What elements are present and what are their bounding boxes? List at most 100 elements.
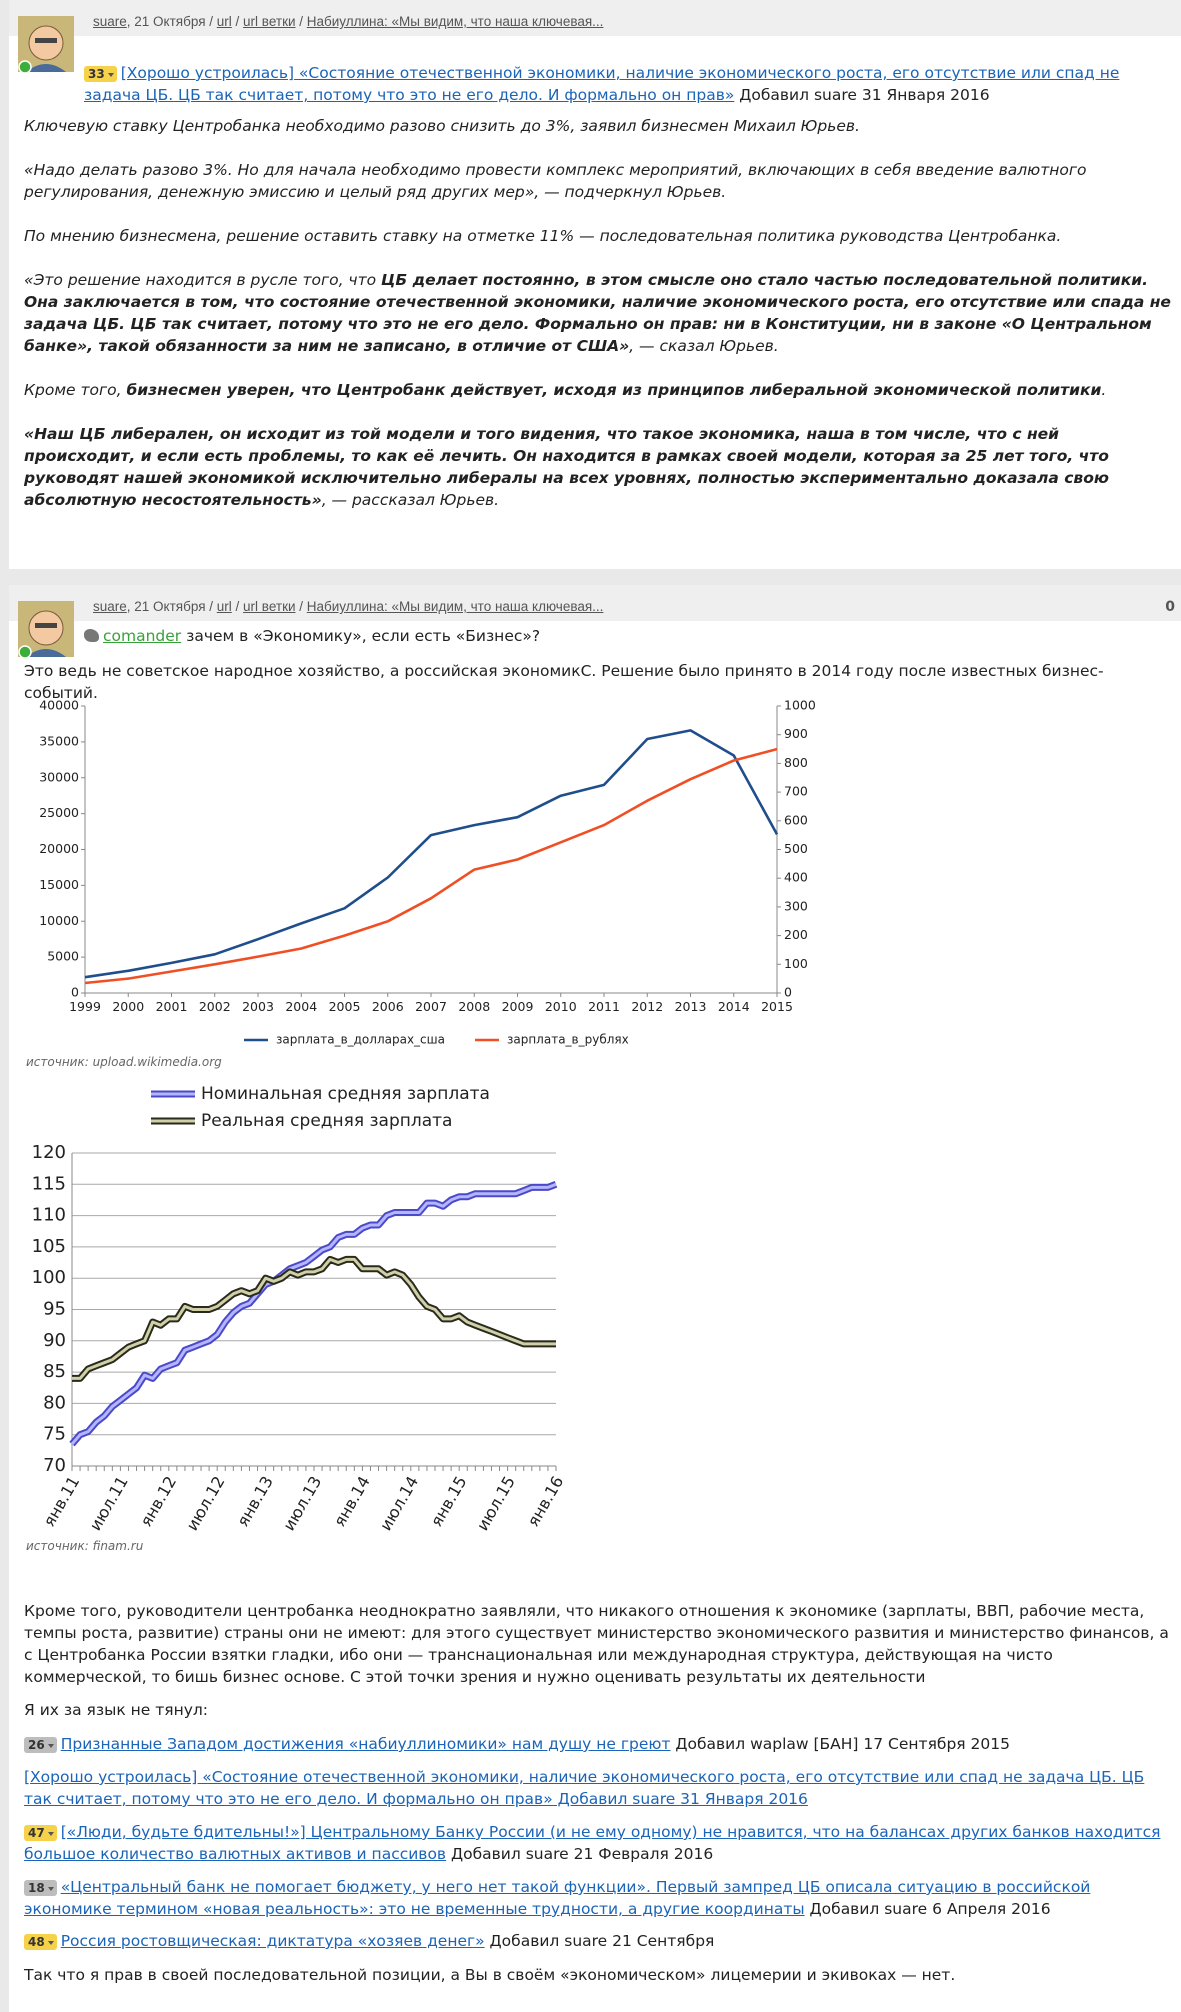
quote-line: comander зачем в «Экономику», если есть … [84, 625, 1174, 647]
x-tick-label: 2010 [545, 999, 577, 1014]
text: Кроме того, [24, 381, 127, 399]
y-tick-label: 100 [32, 1267, 66, 1288]
y-tick-label: 85 [43, 1361, 66, 1382]
x-tick-label: 2003 [242, 999, 274, 1014]
x-tick-label: янв.14 [330, 1473, 374, 1530]
text: зачем в «Экономику», если есть «Бизнес»? [181, 627, 541, 645]
text: / [231, 599, 244, 614]
x-tick-label: янв.12 [136, 1473, 180, 1530]
paragraph: «Надо делать разово 3%. Но для начала не… [24, 159, 1174, 203]
score-badge[interactable]: 26 [24, 1737, 57, 1753]
text: По мнению бизнесмена, решение оставить с… [24, 227, 1062, 245]
y-tick-label: 15000 [39, 877, 79, 892]
text: Добавил suare 21 Февраля 2016 [446, 1845, 714, 1863]
text: / [231, 14, 244, 29]
avatar-body [26, 64, 66, 72]
score-badge[interactable]: 47 [24, 1825, 57, 1841]
series-line [70, 1182, 557, 1446]
y2-tick-label: 300 [784, 898, 808, 913]
y-tick-label: 30000 [39, 769, 79, 784]
y-tick-label: 110 [32, 1205, 66, 1226]
x-tick-label: 2013 [675, 999, 707, 1014]
y2-tick-label: 500 [784, 841, 808, 856]
bold-text: «Наш ЦБ либерален, он исходит из той мод… [24, 425, 1109, 509]
series-line [72, 1257, 556, 1380]
x-tick-label: 2005 [329, 999, 361, 1014]
x-tick-label: 1999 [69, 999, 101, 1014]
legend-label: зарплата_в_рублях [507, 1033, 629, 1047]
link[interactable]: [Хорошо устроилась] «Состояние отечестве… [24, 1768, 1145, 1808]
paragraph: [Хорошо устроилась] «Состояние отечестве… [24, 1766, 1174, 1810]
user-link[interactable]: comander [103, 627, 182, 645]
paragraph: По мнению бизнесмена, решение оставить с… [24, 225, 1174, 247]
score-badge[interactable]: 33 [84, 66, 117, 82]
y2-tick-label: 0 [784, 985, 792, 1000]
link[interactable]: Набиуллина: «Мы видим, что наша ключевая… [306, 599, 604, 614]
bold-text: бизнесмен уверен, что Центробанк действу… [126, 381, 1102, 399]
link[interactable]: suare [93, 599, 127, 614]
y-tick-label: 0 [71, 985, 79, 1000]
y2-tick-label: 800 [784, 755, 808, 770]
link[interactable]: [Хорошо устроилась] «Состояние отечестве… [84, 64, 1120, 104]
avatar-body [26, 649, 66, 657]
y-tick-label: 40000 [39, 698, 79, 713]
link[interactable]: «Центральный банк не помогает бюджету, у… [24, 1878, 1091, 1918]
link[interactable]: url ветки [243, 14, 296, 29]
y2-tick-label: 1000 [784, 698, 816, 713]
x-tick-label: янв.11 [39, 1473, 83, 1530]
comment-header: suare, 21 Октября / url / url ветки / На… [9, 0, 1181, 36]
text: Ключевую ставку Центробанка необходимо р… [24, 117, 860, 135]
paragraph: 18 «Центральный банк не помогает бюджету,… [24, 1876, 1174, 1920]
text: Добавил waplaw [БАН] 17 Сентября 2015 [670, 1735, 1010, 1753]
x-tick-label: 2000 [112, 999, 144, 1014]
text: , — рассказал Юрьев. [321, 491, 500, 509]
text: Добавил suare 6 Апреля 2016 [804, 1900, 1051, 1918]
y-tick-label: 120 [32, 1142, 66, 1163]
series-line [84, 747, 778, 985]
paragraph: Ключевую ставку Центробанка необходимо р… [24, 115, 1174, 137]
text: Добавил suare 31 Января 2016 [734, 86, 990, 104]
x-tick-label: июл.11 [86, 1473, 132, 1534]
score-badge[interactable]: 18 [24, 1880, 57, 1896]
x-tick-label: июл.14 [376, 1473, 422, 1534]
y2-tick-label: 600 [784, 812, 808, 827]
text: Так что я прав в своей последовательной … [24, 1966, 956, 1984]
score-badge[interactable]: 48 [24, 1934, 57, 1950]
text: . [1101, 381, 1107, 399]
comment-header: suare, 21 Октября / url / url ветки / На… [9, 585, 1181, 621]
avatar-eyes [35, 623, 57, 628]
avatar [18, 601, 74, 659]
x-tick-label: июл.12 [182, 1473, 228, 1534]
y-tick-label: 25000 [39, 805, 79, 820]
text: / [295, 14, 307, 29]
y2-tick-label: 900 [784, 726, 808, 741]
link[interactable]: url ветки [243, 599, 296, 614]
y-tick-label: 35000 [39, 733, 79, 748]
paragraph: 26 Признанные Западом достижения «набиулл… [24, 1733, 1174, 1755]
x-tick-label: июл.13 [279, 1473, 325, 1534]
x-tick-label: янв.16 [523, 1473, 567, 1530]
link[interactable]: Признанные Западом достижения «набиуллин… [60, 1735, 671, 1753]
paragraph: Так что я прав в своей последовательной … [24, 1964, 1174, 1986]
text: «Надо делать разово 3%. Но для начала не… [24, 161, 1087, 201]
y-tick-label: 105 [32, 1236, 66, 1257]
avatar-eyes [35, 38, 57, 43]
text: / [295, 599, 307, 614]
header-meta: suare, 21 Октября / url / url ветки / На… [93, 14, 603, 29]
link[interactable]: [«Люди, будьте бдительны!»] Центральному… [24, 1823, 1161, 1863]
link[interactable]: suare [93, 14, 127, 29]
y-tick-label: 10000 [39, 913, 79, 928]
link[interactable]: Россия ростовщическая: диктатура «хозяев… [60, 1932, 485, 1950]
y2-tick-label: 700 [784, 784, 808, 799]
comment-score: 0 [1165, 599, 1175, 615]
link[interactable]: url [216, 599, 232, 614]
x-tick-label: янв.15 [427, 1473, 471, 1530]
text: Кроме того, руководители центробанка нео… [24, 1602, 1169, 1686]
source-caption: источник: finam.ru [26, 1539, 144, 1553]
paragraph: 47 [«Люди, будьте бдительны!»] Центрально… [24, 1821, 1174, 1865]
link[interactable]: url [216, 14, 232, 29]
paragraph: Кроме того, бизнесмен уверен, что Центро… [24, 379, 1174, 401]
link[interactable]: Набиуллина: «Мы видим, что наша ключевая… [306, 14, 604, 29]
y-tick-label: 70 [43, 1455, 66, 1476]
